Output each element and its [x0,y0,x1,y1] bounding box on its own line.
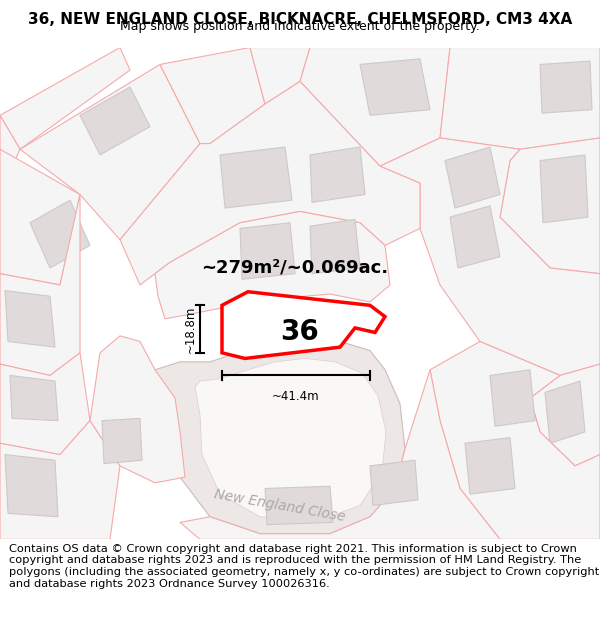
Polygon shape [220,147,292,208]
Polygon shape [10,376,58,421]
Text: 36: 36 [281,319,319,346]
Text: Map shows position and indicative extent of the property.: Map shows position and indicative extent… [120,20,480,33]
Polygon shape [0,48,130,149]
Polygon shape [0,194,80,376]
Polygon shape [370,460,418,506]
Polygon shape [0,352,90,454]
Polygon shape [540,155,588,222]
Polygon shape [265,486,333,524]
Polygon shape [5,291,55,347]
Polygon shape [0,421,120,539]
Polygon shape [450,206,500,268]
Polygon shape [300,48,450,166]
Polygon shape [120,81,420,285]
Polygon shape [5,454,58,517]
Polygon shape [430,341,600,539]
Text: Contains OS data © Crown copyright and database right 2021. This information is : Contains OS data © Crown copyright and d… [9,544,599,589]
Text: ~41.4m: ~41.4m [272,390,320,403]
Polygon shape [30,200,90,268]
Polygon shape [545,381,585,443]
Polygon shape [222,292,385,359]
Polygon shape [530,364,600,466]
Polygon shape [90,336,185,483]
Polygon shape [380,138,600,376]
Polygon shape [310,219,360,274]
Polygon shape [465,438,515,494]
Text: New England Close: New England Close [213,487,347,524]
Polygon shape [20,64,200,240]
Polygon shape [360,59,430,116]
Polygon shape [155,339,405,534]
Polygon shape [455,59,515,110]
Polygon shape [102,418,142,464]
Polygon shape [440,48,600,149]
Polygon shape [445,147,500,208]
Polygon shape [195,359,386,520]
Polygon shape [250,48,310,104]
Polygon shape [240,222,295,279]
Polygon shape [155,211,390,319]
Text: 36, NEW ENGLAND CLOSE, BICKNACRE, CHELMSFORD, CM3 4XA: 36, NEW ENGLAND CLOSE, BICKNACRE, CHELMS… [28,12,572,27]
Text: ~279m²/~0.069ac.: ~279m²/~0.069ac. [202,259,389,277]
Text: ~18.8m: ~18.8m [184,306,197,352]
Polygon shape [160,48,265,144]
Polygon shape [0,116,20,194]
Polygon shape [310,147,365,202]
Polygon shape [500,138,600,274]
Polygon shape [80,87,150,155]
Polygon shape [180,370,500,539]
Polygon shape [540,61,592,113]
Polygon shape [0,149,80,285]
Polygon shape [490,370,535,426]
